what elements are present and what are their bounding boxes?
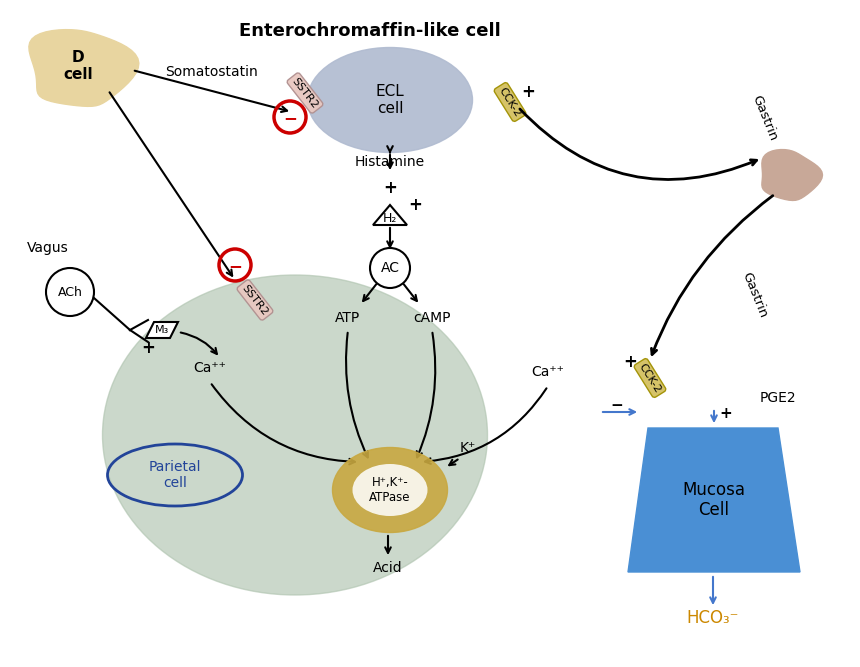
Text: Histamine: Histamine (355, 155, 425, 169)
Text: ATP: ATP (335, 311, 360, 325)
Text: Parietal
cell: Parietal cell (149, 460, 201, 490)
Text: +: + (383, 179, 397, 197)
Text: +: + (720, 406, 733, 420)
Ellipse shape (333, 448, 447, 532)
Text: Acid: Acid (373, 561, 402, 575)
Circle shape (370, 248, 410, 288)
Text: H⁺,K⁺-
ATPase: H⁺,K⁺- ATPase (369, 476, 411, 504)
Text: −: − (611, 398, 624, 414)
Text: −: − (283, 109, 297, 127)
Text: H₂: H₂ (383, 211, 397, 225)
Polygon shape (146, 322, 178, 338)
Text: Somatostatin: Somatostatin (166, 65, 258, 79)
Text: +: + (408, 196, 422, 214)
Ellipse shape (353, 464, 427, 516)
Text: CCK-2: CCK-2 (637, 362, 663, 395)
Ellipse shape (102, 275, 488, 595)
Polygon shape (29, 29, 138, 106)
Text: SSTR2: SSTR2 (240, 283, 270, 317)
Text: +: + (141, 339, 155, 357)
Text: M₃: M₃ (155, 325, 169, 335)
Text: K⁺: K⁺ (460, 441, 476, 455)
Text: −: − (228, 257, 242, 275)
Polygon shape (373, 205, 407, 225)
Text: HCO₃⁻: HCO₃⁻ (687, 609, 740, 627)
Text: D
cell: D cell (63, 50, 93, 82)
Text: SSTR2: SSTR2 (290, 76, 320, 110)
Text: ECL
cell: ECL cell (376, 84, 404, 116)
Polygon shape (762, 149, 822, 201)
Ellipse shape (308, 47, 472, 153)
Text: ACh: ACh (58, 285, 83, 299)
Text: Mucosa
Cell: Mucosa Cell (683, 481, 746, 520)
Text: PGE2: PGE2 (760, 391, 796, 405)
Text: AC: AC (380, 261, 400, 275)
Text: Gastrin: Gastrin (740, 270, 770, 319)
Polygon shape (628, 428, 800, 572)
Text: Ca⁺⁺: Ca⁺⁺ (531, 365, 564, 379)
Text: Vagus: Vagus (28, 241, 69, 255)
Text: Gastrin: Gastrin (750, 93, 780, 143)
Text: +: + (521, 83, 535, 101)
Text: Enterochromaffin-like cell: Enterochromaffin-like cell (239, 22, 501, 40)
Text: +: + (623, 353, 637, 371)
Text: cAMP: cAMP (414, 311, 451, 325)
Text: Ca⁺⁺: Ca⁺⁺ (194, 361, 226, 375)
Text: CCK-2: CCK-2 (497, 85, 523, 119)
Circle shape (46, 268, 94, 316)
